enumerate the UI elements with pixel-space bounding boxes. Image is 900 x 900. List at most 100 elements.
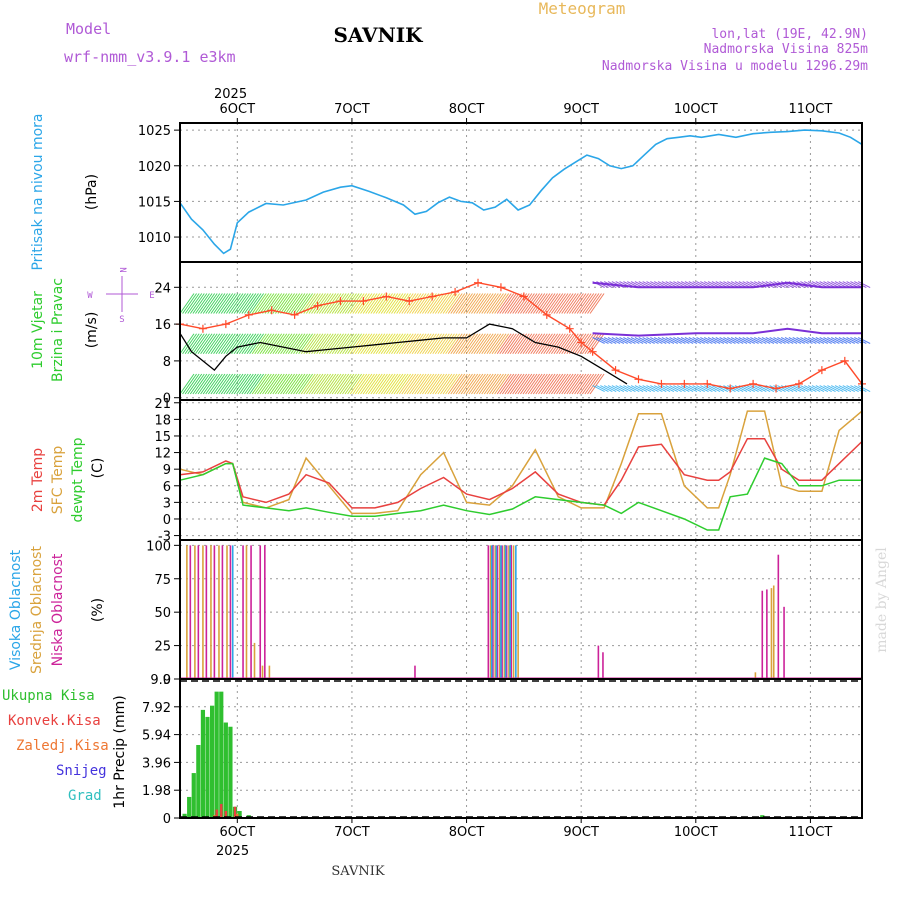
precip-bar <box>200 709 206 818</box>
gust-marker <box>794 379 803 388</box>
wind-barb <box>228 373 244 395</box>
wind-barb <box>236 333 252 355</box>
wind-barb <box>471 373 486 395</box>
wind-barb <box>391 333 406 355</box>
wind-barb <box>280 293 295 314</box>
wind-barb <box>293 373 308 395</box>
precip-bar <box>233 806 237 818</box>
wind-barb <box>295 293 311 314</box>
wind-barb <box>571 373 587 395</box>
wind-barb <box>607 385 621 393</box>
wind-barb <box>823 385 836 393</box>
wind-barb <box>244 293 259 314</box>
wind-barb <box>357 333 373 355</box>
wind-barb <box>367 373 383 395</box>
temp-ylabel-2m: 2m Temp <box>30 448 46 512</box>
wind-barb <box>842 385 855 393</box>
y-tick-label: -3 <box>158 530 171 545</box>
wind-barb <box>233 333 249 355</box>
wind-barb <box>375 373 391 395</box>
wind-barb <box>228 293 244 314</box>
cloud-ylabel-mid: Srednja Oblacnost <box>29 546 45 674</box>
wind-barb <box>406 373 422 395</box>
precip-bar <box>219 691 224 818</box>
wind-barb <box>357 293 373 314</box>
wind-barb <box>540 373 556 395</box>
wind-barb <box>587 373 602 395</box>
wind-barb <box>514 373 530 395</box>
wind-barb <box>680 337 694 344</box>
wind-barb <box>592 385 605 393</box>
wind-barb <box>241 373 257 395</box>
wind-barb <box>556 373 571 395</box>
wind-barb <box>447 293 463 314</box>
gust-marker <box>703 379 712 388</box>
wind-barb <box>264 333 280 355</box>
wind-barb <box>272 373 288 395</box>
wind-barb <box>777 337 790 344</box>
wind-barb <box>440 373 455 395</box>
wind-barb <box>630 385 644 393</box>
wind-barb <box>827 385 840 393</box>
wind-barb <box>525 333 540 355</box>
wind-barb <box>569 293 584 314</box>
temp-ylabel-sfc: SFC Temp <box>50 446 66 515</box>
compass-south: S <box>119 315 124 325</box>
wind-barb <box>517 333 533 355</box>
wind-barb <box>494 333 510 355</box>
wind-barb <box>233 373 249 395</box>
wind-barb <box>226 333 241 355</box>
wind-barb <box>576 333 592 355</box>
precip-bar <box>223 722 228 818</box>
wind-barb <box>468 293 484 314</box>
wind-panel: 0 8 16 24 <box>154 261 871 407</box>
wind-barb <box>347 373 363 395</box>
wind-barb <box>326 333 342 355</box>
cloud-unit: (%) <box>90 598 106 622</box>
wind-barb <box>187 373 203 395</box>
wind-barb <box>202 373 218 395</box>
wind-barb <box>473 333 489 355</box>
wind-barb <box>432 333 448 355</box>
wind-barb <box>311 373 326 395</box>
wind-barb <box>489 293 504 314</box>
wind-barb <box>447 333 463 355</box>
y-tick-label: 50 <box>154 606 171 621</box>
wind-barb <box>581 293 597 314</box>
wind-barb <box>489 373 504 395</box>
wind-barb <box>520 293 535 314</box>
wind-barb <box>246 293 262 314</box>
wind-barb <box>468 333 484 355</box>
y-tick-label: 75 <box>154 573 171 588</box>
station-title: SAVNIK <box>333 23 423 47</box>
precip-bar <box>182 813 187 818</box>
wind-barb <box>463 293 479 314</box>
wind-barb <box>336 373 352 395</box>
wind-barb <box>548 333 564 355</box>
wind-barb <box>385 373 401 395</box>
wind-barb <box>437 373 453 395</box>
wind-barb <box>550 293 566 314</box>
wind-barb <box>352 373 368 395</box>
bottom-year-label: 2025 <box>216 844 249 859</box>
wind-barb <box>684 337 698 344</box>
wind-barb <box>788 385 802 393</box>
wind-barb <box>442 373 458 395</box>
wind-barb <box>481 373 497 395</box>
wind-barb <box>483 293 499 314</box>
gust-marker <box>577 338 586 347</box>
wind-barb <box>182 293 197 314</box>
wind-barb <box>458 293 473 314</box>
y-tick-label: 18 <box>154 413 171 428</box>
wind-barb <box>213 293 228 314</box>
wind-barb <box>331 293 347 314</box>
pressure-grid <box>180 123 862 262</box>
wind-barb <box>231 293 246 314</box>
wind-barb <box>807 385 821 393</box>
wind-barb <box>627 337 640 344</box>
y-tick-label: 1020 <box>138 160 171 175</box>
wind-barb <box>563 373 579 395</box>
wind-barb <box>329 333 344 355</box>
wind-barb <box>440 333 455 355</box>
precip-frame <box>179 678 863 819</box>
